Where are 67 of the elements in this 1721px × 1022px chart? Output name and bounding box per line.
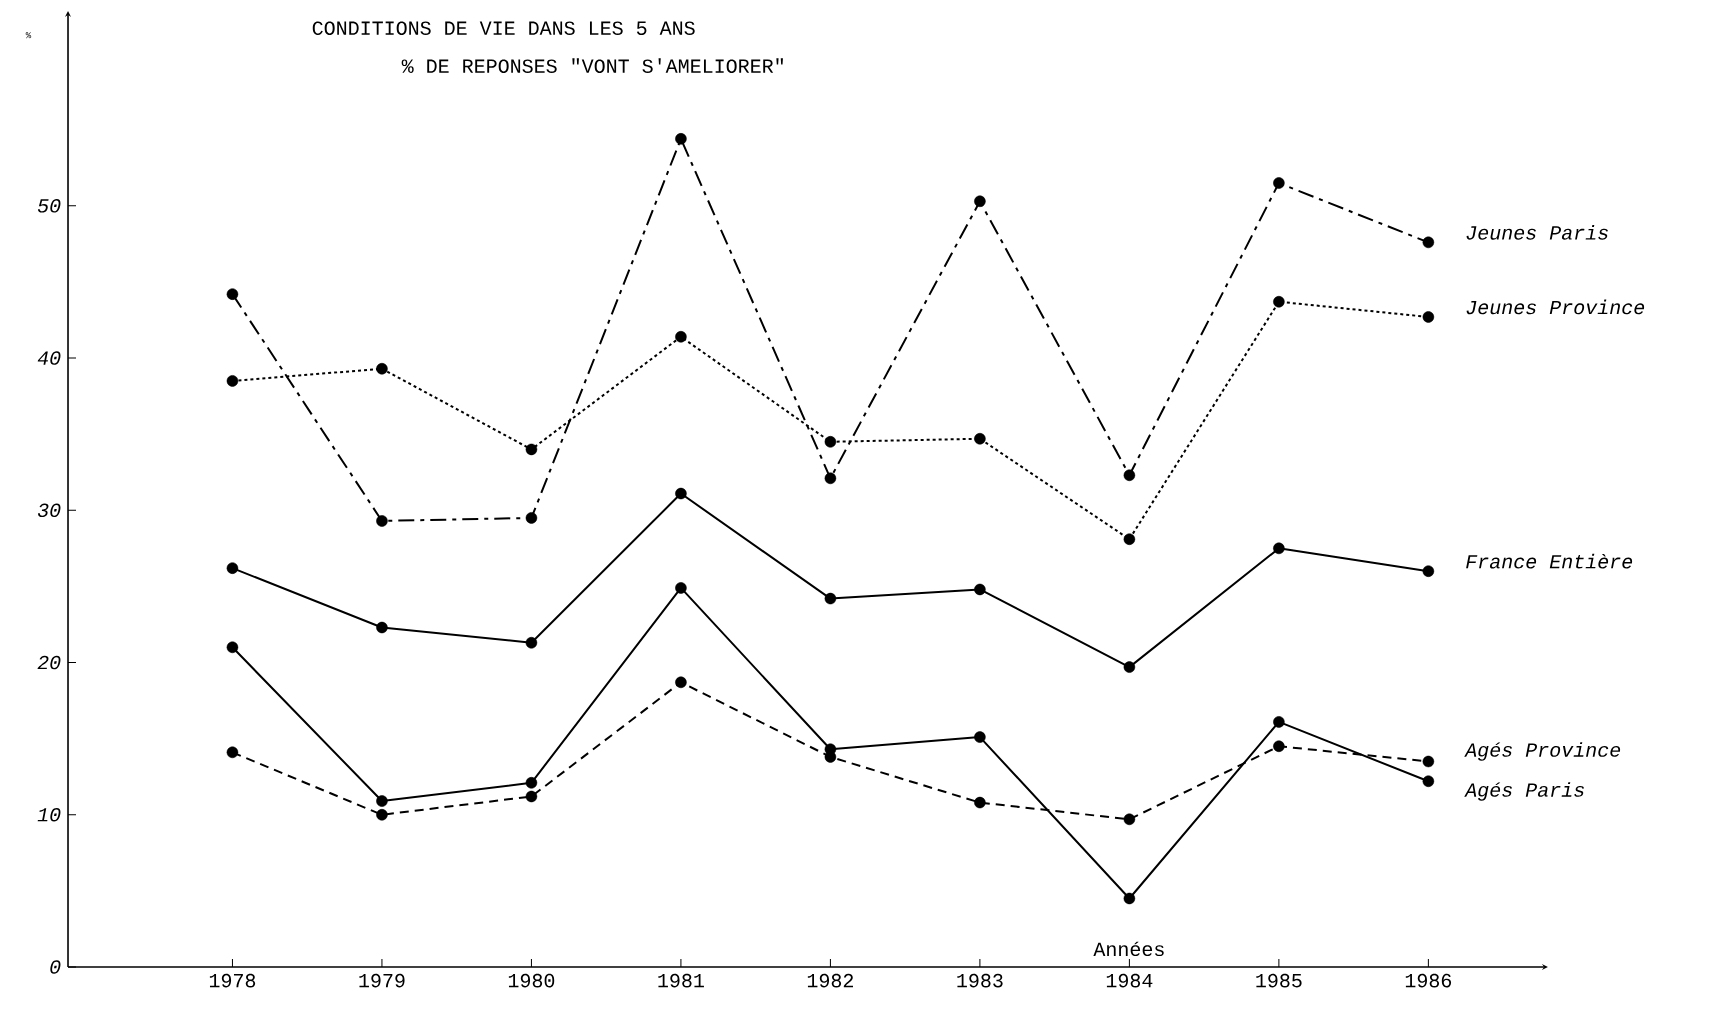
- point: [675, 487, 687, 500]
- point: [226, 288, 239, 300]
- point: [226, 746, 239, 759]
- x-tick-label: 1980: [508, 973, 555, 988]
- y-tick-label: 0: [50, 960, 61, 974]
- y-tick-label: 50: [37, 199, 61, 213]
- point: [1422, 236, 1435, 249]
- point: [226, 641, 239, 654]
- point: [376, 515, 388, 527]
- point: [1123, 533, 1136, 545]
- point: [376, 795, 388, 807]
- x-tick-label: 1981: [658, 973, 704, 988]
- point: [1422, 755, 1435, 768]
- point: [1422, 311, 1435, 323]
- x-tick-label: 1985: [1256, 973, 1302, 988]
- x-tick-label: 1984: [1106, 973, 1153, 988]
- point: [1273, 716, 1285, 728]
- point: [974, 433, 986, 445]
- point: [1422, 775, 1435, 788]
- series-label: Agés Province: [1464, 742, 1621, 761]
- point: [974, 583, 986, 596]
- point: [226, 375, 239, 387]
- point: [974, 796, 986, 809]
- point: [675, 331, 687, 343]
- point: [1123, 469, 1136, 482]
- point: [1123, 892, 1136, 905]
- point: [376, 809, 388, 821]
- point: [376, 621, 388, 634]
- point: [1422, 565, 1435, 577]
- series-label: France Entière: [1466, 553, 1633, 569]
- point: [824, 436, 837, 448]
- point: [525, 636, 538, 649]
- point: [525, 777, 538, 789]
- x-tick-label: 1983: [957, 973, 1003, 988]
- y-tick-label: 30: [38, 503, 61, 518]
- text: % DE REPONSES "VONT S'AMELIORER": [401, 58, 783, 73]
- point: [824, 472, 837, 485]
- series-label: Jeunes Province: [1466, 299, 1645, 315]
- y-tick-label: 40: [37, 351, 61, 365]
- x-tick-label: 1986: [1405, 973, 1452, 988]
- point: [1273, 295, 1285, 308]
- point: [226, 562, 239, 574]
- x-tick-label: 1979: [359, 973, 405, 988]
- point: [675, 133, 687, 145]
- series-label: Agés Paris: [1464, 782, 1584, 801]
- point: [824, 592, 837, 605]
- series-label: Jeunes Paris: [1466, 225, 1608, 240]
- point: [525, 512, 538, 524]
- point: [675, 582, 687, 594]
- x-tick-label: 1978: [209, 973, 256, 988]
- y-tick-label: 20: [37, 655, 61, 670]
- point: [525, 790, 538, 803]
- x-tick-label: 1982: [807, 973, 853, 988]
- point: [1273, 177, 1285, 189]
- point: [1273, 542, 1285, 555]
- y-axis-title: %: [25, 32, 32, 39]
- y-tick-label: 10: [37, 807, 61, 822]
- point: [525, 443, 538, 456]
- point: [1123, 661, 1136, 673]
- chart-title: CONDITIONS DE VIE DANS LES 5 ANS: [312, 21, 695, 35]
- point: [675, 676, 687, 689]
- x-axis-title: Années: [1093, 941, 1164, 957]
- point: [1123, 813, 1136, 826]
- point: [974, 195, 986, 208]
- point: [376, 362, 388, 375]
- point: [1273, 740, 1285, 752]
- point: [974, 731, 986, 743]
